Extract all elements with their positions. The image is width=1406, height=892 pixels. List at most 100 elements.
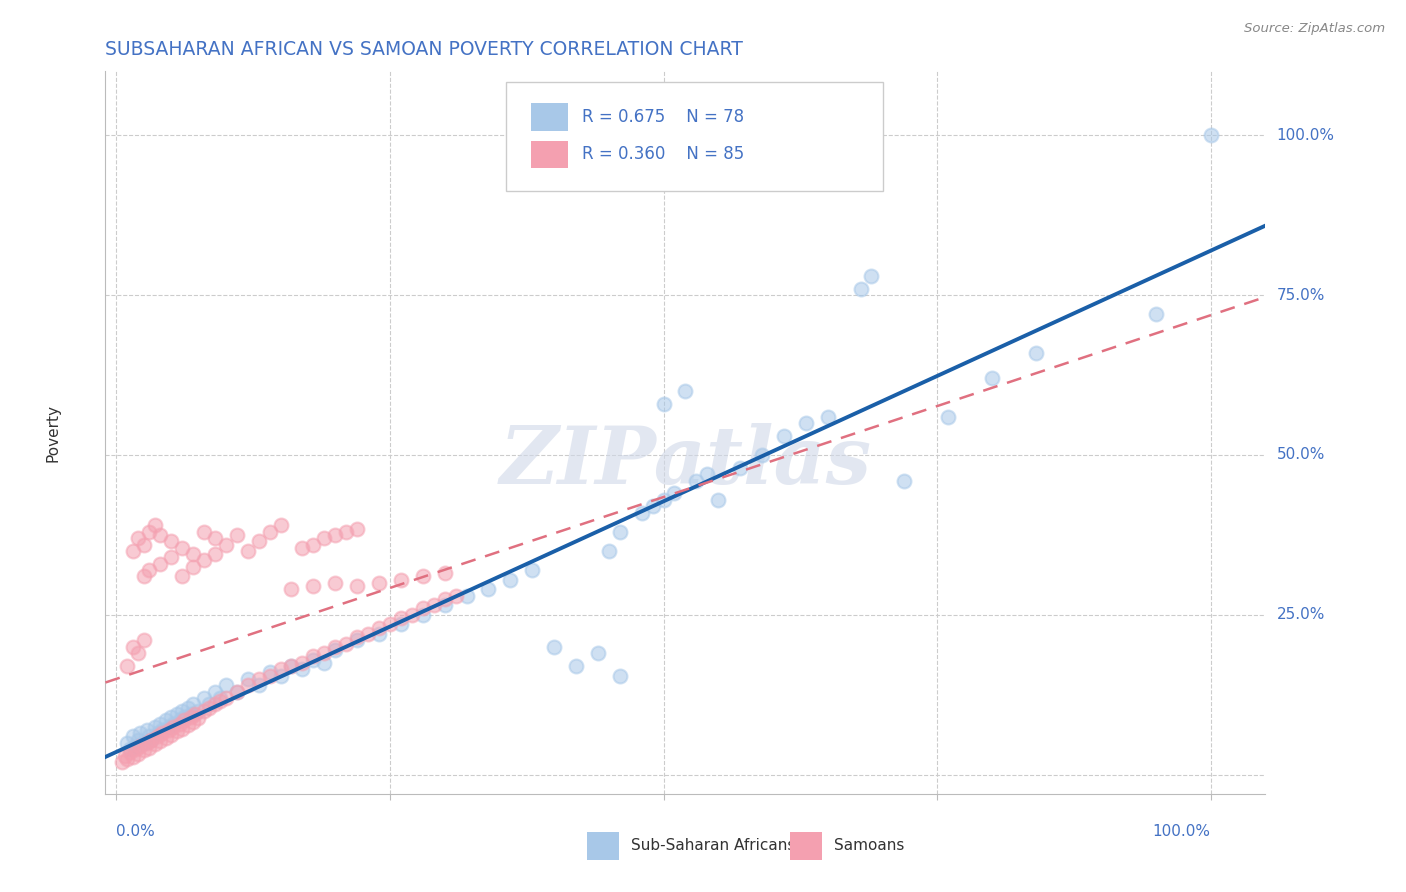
- Point: [141, 732, 163, 747]
- Point: [215, 537, 238, 551]
- Point: [162, 720, 184, 734]
- Point: [652, 397, 675, 411]
- Point: [302, 579, 325, 593]
- Point: [143, 720, 166, 734]
- Point: [1199, 128, 1222, 143]
- Point: [141, 732, 163, 747]
- Point: [236, 678, 259, 692]
- Point: [117, 659, 139, 673]
- Point: [936, 409, 959, 424]
- Point: [335, 524, 357, 539]
- Point: [155, 714, 177, 728]
- Point: [817, 409, 839, 424]
- Text: 100.0%: 100.0%: [1153, 824, 1211, 839]
- Point: [157, 723, 180, 737]
- Point: [198, 700, 221, 714]
- Point: [401, 607, 423, 622]
- Text: Poverty: Poverty: [46, 403, 60, 462]
- Point: [149, 557, 172, 571]
- Point: [187, 711, 209, 725]
- Point: [132, 633, 155, 648]
- Point: [259, 668, 281, 682]
- Point: [118, 745, 141, 759]
- Point: [209, 694, 232, 708]
- Point: [204, 531, 226, 545]
- Point: [138, 524, 160, 539]
- Point: [166, 724, 188, 739]
- Point: [149, 734, 172, 748]
- Point: [280, 659, 302, 673]
- Point: [609, 524, 631, 539]
- Point: [170, 541, 193, 555]
- Point: [225, 684, 247, 698]
- Point: [173, 710, 195, 724]
- Point: [302, 652, 325, 666]
- Point: [160, 728, 183, 742]
- Text: R = 0.675    N = 78: R = 0.675 N = 78: [582, 108, 744, 126]
- Point: [323, 575, 346, 590]
- Point: [132, 736, 155, 750]
- Point: [127, 747, 149, 762]
- Point: [860, 268, 883, 283]
- Point: [121, 640, 143, 654]
- Point: [291, 662, 314, 676]
- Text: 25.0%: 25.0%: [1277, 607, 1324, 623]
- Text: 50.0%: 50.0%: [1277, 448, 1324, 462]
- Point: [270, 518, 292, 533]
- Point: [259, 524, 281, 539]
- Point: [160, 534, 183, 549]
- Point: [138, 563, 160, 577]
- Point: [111, 755, 134, 769]
- Point: [291, 541, 314, 555]
- Point: [127, 646, 149, 660]
- Point: [204, 698, 226, 712]
- Point: [160, 550, 183, 565]
- Point: [146, 726, 169, 740]
- Point: [117, 736, 139, 750]
- Point: [125, 739, 148, 753]
- Point: [707, 492, 730, 507]
- Point: [132, 743, 155, 757]
- Point: [180, 710, 202, 724]
- Point: [132, 537, 155, 551]
- Point: [664, 486, 686, 500]
- Point: [586, 646, 609, 660]
- Point: [236, 544, 259, 558]
- Point: [236, 672, 259, 686]
- Point: [181, 547, 204, 561]
- Point: [314, 656, 336, 670]
- Bar: [531, 103, 568, 130]
- Point: [368, 575, 391, 590]
- Point: [149, 528, 172, 542]
- Point: [247, 672, 270, 686]
- Point: [389, 617, 412, 632]
- Point: [157, 720, 180, 734]
- Bar: [531, 141, 568, 169]
- Point: [314, 646, 336, 660]
- Point: [143, 737, 166, 751]
- Point: [129, 739, 152, 753]
- Point: [193, 524, 215, 539]
- Point: [280, 582, 302, 597]
- Point: [170, 722, 193, 736]
- Point: [155, 731, 177, 745]
- Point: [149, 716, 172, 731]
- Point: [389, 573, 412, 587]
- Point: [150, 726, 173, 740]
- Point: [247, 534, 270, 549]
- Point: [598, 544, 620, 558]
- Point: [170, 569, 193, 583]
- Point: [209, 690, 232, 705]
- Point: [378, 617, 401, 632]
- Point: [368, 627, 391, 641]
- Point: [302, 649, 325, 664]
- Point: [323, 643, 346, 657]
- Point: [117, 752, 139, 766]
- Point: [198, 698, 221, 712]
- Point: [433, 566, 456, 581]
- Point: [280, 659, 302, 673]
- Point: [176, 718, 198, 732]
- Point: [184, 706, 207, 721]
- Point: [270, 662, 292, 676]
- Point: [138, 729, 160, 743]
